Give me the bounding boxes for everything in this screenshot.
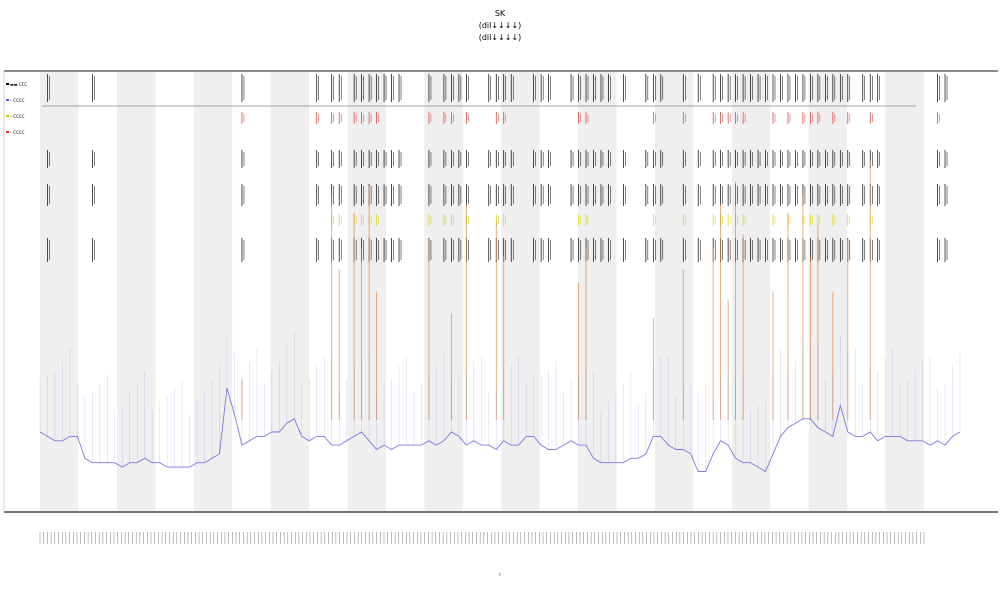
title-line: SK xyxy=(495,9,506,18)
band xyxy=(424,72,463,511)
band xyxy=(347,72,386,511)
band xyxy=(270,72,310,511)
legend-entry: – СССС xyxy=(10,130,25,135)
legend-entry: ▬▬ ССС xyxy=(10,82,27,87)
legend-entry: – СССС xyxy=(10,98,25,103)
x-axis-ticks xyxy=(39,532,925,544)
spike-series xyxy=(241,159,871,420)
chart-title: SK (dil↓↓↓↓) (dil↓↓↓↓) xyxy=(479,9,522,42)
title-line: (dil↓↓↓↓) xyxy=(479,33,522,42)
band xyxy=(808,72,848,511)
legend-swatch xyxy=(6,83,9,85)
band xyxy=(654,72,694,511)
legend-swatch xyxy=(6,115,9,117)
band xyxy=(885,72,924,511)
x-axis-label: t xyxy=(499,572,501,577)
band xyxy=(40,72,79,511)
legend: ▬▬ ССС – СССС – СССС – СССС xyxy=(6,82,27,135)
line-series xyxy=(39,331,961,473)
band xyxy=(116,72,156,511)
legend-swatch xyxy=(6,131,9,133)
title-line: (dil↓↓↓↓) xyxy=(479,21,522,30)
legend-entry: – СССС xyxy=(10,114,25,119)
series-line xyxy=(39,387,961,473)
legend-swatch xyxy=(6,99,9,101)
band xyxy=(501,72,540,511)
band xyxy=(731,72,771,511)
band xyxy=(578,72,617,511)
band xyxy=(193,72,233,511)
